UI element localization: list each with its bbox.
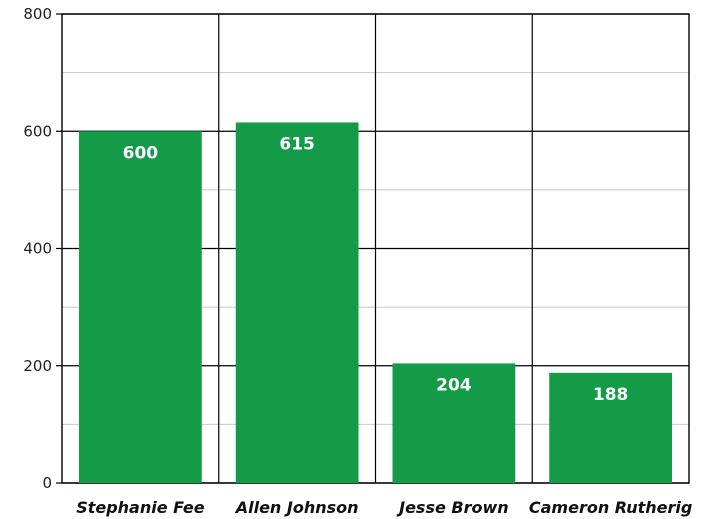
plot-frame <box>61 13 690 484</box>
bar-value-label: 615 <box>279 134 315 154</box>
y-axis-tick-labels: 0 200 400 600 800 <box>23 5 52 492</box>
y-tick-label: 0 <box>42 474 52 492</box>
x-category-label: Jesse Brown <box>396 498 509 517</box>
bar <box>79 131 202 483</box>
x-category-label: Stephanie Fee <box>76 498 205 517</box>
bar <box>235 122 359 484</box>
category-dividers <box>218 14 533 483</box>
x-category-label: Cameron Rutherig <box>529 498 692 517</box>
bar-value-label: 188 <box>593 385 629 405</box>
y-tick-label: 600 <box>23 122 52 140</box>
bars <box>79 122 672 484</box>
x-axis-category-labels: Stephanie Fee Allen Johnson Jesse Brown Cam… <box>76 498 692 517</box>
y-tick-label: 400 <box>23 240 52 258</box>
x-category-label: Allen Johnson <box>234 498 359 517</box>
bar <box>392 363 516 483</box>
bar-value-label: 204 <box>436 375 472 395</box>
y-tick-label: 200 <box>23 357 52 375</box>
y-tick-label: 800 <box>23 5 52 23</box>
data-labels: 600 615 204 188 <box>123 134 629 404</box>
bar <box>549 372 672 483</box>
plot-area <box>61 13 690 484</box>
bar-value-label: 600 <box>123 143 159 163</box>
